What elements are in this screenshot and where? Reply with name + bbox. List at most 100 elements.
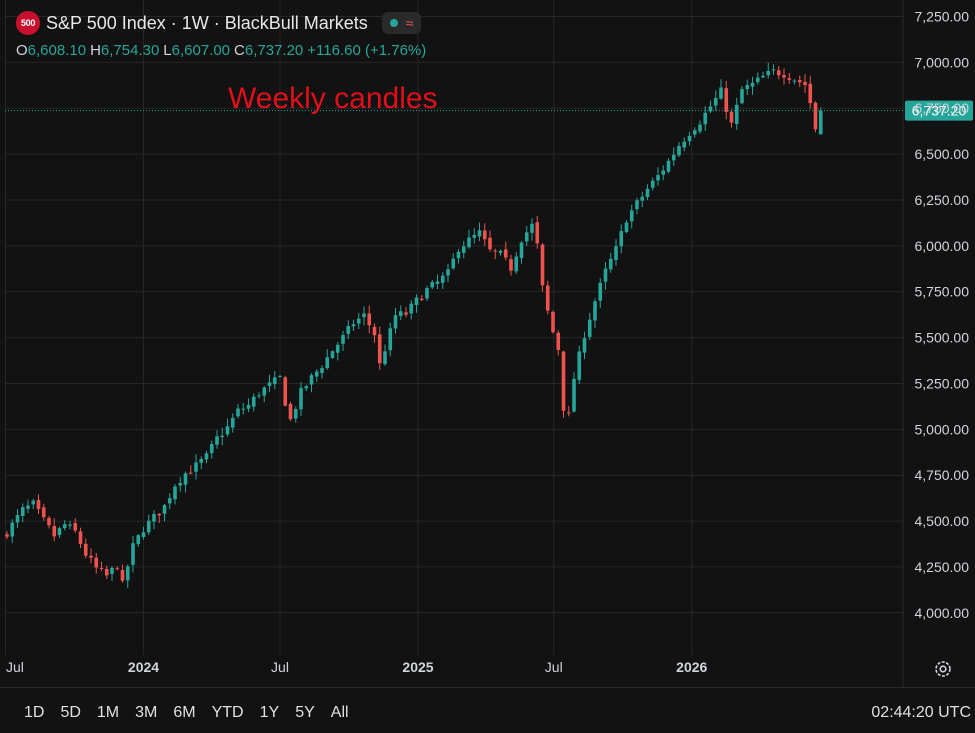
candle-body bbox=[435, 281, 440, 284]
close-label: C bbox=[234, 42, 245, 59]
candle-body bbox=[110, 567, 114, 574]
range-button-3m[interactable]: 3M bbox=[135, 704, 158, 721]
y-tick-label: 6,000.00 bbox=[915, 238, 970, 254]
candle-body bbox=[325, 357, 330, 369]
candle-body bbox=[89, 555, 93, 558]
candle-body bbox=[419, 298, 424, 300]
candle-body bbox=[650, 180, 655, 188]
range-button-1y[interactable]: 1Y bbox=[259, 704, 280, 721]
candle-body bbox=[687, 135, 692, 142]
range-button-ytd[interactable]: YTD bbox=[211, 704, 244, 721]
range-button-6m[interactable]: 6M bbox=[173, 704, 196, 721]
candle-body bbox=[162, 505, 167, 514]
candle-body bbox=[57, 528, 62, 536]
candle-body bbox=[656, 175, 660, 181]
candle-body bbox=[409, 303, 414, 314]
candle-body bbox=[204, 453, 209, 460]
candle-body bbox=[215, 436, 219, 445]
candle-body bbox=[503, 249, 508, 258]
y-tick-label: 5,250.00 bbox=[915, 375, 970, 391]
candle-body bbox=[320, 368, 324, 374]
candle-body bbox=[530, 223, 534, 233]
candle-body bbox=[36, 499, 41, 509]
candle-body bbox=[545, 285, 550, 311]
candle-body bbox=[99, 567, 104, 569]
bottom-toolbar: 1D 5D 1M 3M 6M YTD 1Y 5Y All 02:44:20 UTC bbox=[0, 687, 975, 733]
time-axis[interactable]: Jul 2024 Jul 2025 Jul 2026 bbox=[6, 659, 708, 675]
range-button-5d[interactable]: 5D bbox=[60, 704, 81, 721]
candle-body bbox=[572, 378, 576, 412]
candle-body bbox=[755, 77, 760, 83]
chart-legend[interactable]: 500 S&P 500 Index · 1W · BlackBull Marke… bbox=[16, 11, 422, 35]
high-value: 6,754.30 bbox=[100, 42, 160, 59]
candle-body bbox=[141, 532, 146, 538]
candle-body bbox=[41, 507, 46, 518]
candle-body bbox=[556, 332, 561, 350]
candle-body bbox=[414, 297, 419, 306]
candle-body bbox=[724, 88, 729, 112]
utc-clock[interactable]: 02:44:20 UTC bbox=[871, 704, 971, 721]
candle-body bbox=[729, 111, 734, 123]
candle-body bbox=[367, 313, 372, 326]
symbol-title[interactable]: S&P 500 Index · 1W · BlackBull Markets bbox=[46, 12, 368, 33]
candle-body bbox=[26, 505, 30, 509]
candle-body bbox=[792, 80, 797, 82]
candle-body bbox=[299, 388, 303, 410]
x-tick-label: Jul bbox=[6, 659, 24, 675]
candle-body bbox=[519, 242, 524, 259]
low-value: 6,607.00 bbox=[171, 42, 231, 59]
candle-body bbox=[577, 351, 582, 380]
candle-body bbox=[288, 404, 293, 420]
candle-body bbox=[404, 312, 408, 315]
candle-body bbox=[383, 351, 387, 365]
candle-body bbox=[5, 534, 9, 537]
candle-body bbox=[787, 78, 792, 80]
high-label: H bbox=[90, 42, 101, 59]
candle-body bbox=[335, 344, 340, 353]
candle-body bbox=[776, 70, 781, 76]
candle-body bbox=[661, 170, 666, 175]
candle-body bbox=[703, 112, 708, 125]
candle-body bbox=[304, 386, 309, 389]
candlestick-series bbox=[5, 62, 823, 589]
range-button-1m[interactable]: 1M bbox=[96, 704, 120, 721]
candle-body bbox=[225, 426, 230, 435]
candle-body bbox=[493, 250, 498, 252]
gear-icon[interactable] bbox=[932, 658, 954, 680]
candle-body bbox=[524, 232, 529, 242]
candle-body bbox=[734, 104, 739, 124]
candle-body bbox=[73, 523, 78, 531]
price-chart[interactable]: 6,737.20 7,250.00 7,000.00 6,750.00 6,500.0… bbox=[0, 0, 975, 687]
candle-body bbox=[561, 351, 566, 411]
candle-body bbox=[446, 269, 450, 276]
candle-body bbox=[152, 513, 156, 522]
candle-body bbox=[47, 517, 51, 526]
range-button-1d[interactable]: 1D bbox=[24, 704, 45, 721]
candle-body bbox=[115, 568, 120, 570]
last-price-label: 6,737.20 bbox=[912, 103, 967, 119]
candle-body bbox=[440, 275, 445, 283]
range-button-5y[interactable]: 5Y bbox=[295, 704, 315, 721]
last-price-line: 6,737.20 bbox=[5, 100, 973, 121]
y-tick-label: 6,250.00 bbox=[915, 192, 970, 208]
low-label: L bbox=[163, 42, 172, 59]
candle-body bbox=[83, 543, 88, 556]
candle-body bbox=[535, 222, 540, 244]
candle-body bbox=[146, 520, 151, 533]
candle-body bbox=[372, 326, 377, 336]
x-tick-label: Jul bbox=[271, 659, 289, 675]
candle-body bbox=[425, 288, 429, 299]
candle-body bbox=[692, 130, 697, 135]
y-tick-label: 6,750.00 bbox=[915, 100, 970, 116]
candle-body bbox=[20, 507, 25, 517]
candle-body bbox=[251, 396, 256, 407]
candle-body bbox=[740, 89, 744, 104]
candle-body bbox=[461, 246, 466, 253]
price-axis[interactable]: 7,250.00 7,000.00 6,750.00 6,500.00 6,250.00… bbox=[915, 9, 970, 621]
market-status-icon[interactable]: ≈ bbox=[381, 12, 422, 34]
change-value: +116.60 (+1.76%) bbox=[307, 42, 427, 59]
y-tick-label: 5,000.00 bbox=[915, 421, 970, 437]
candle-body bbox=[52, 526, 57, 537]
candle-body bbox=[246, 404, 251, 409]
range-button-all[interactable]: All bbox=[330, 704, 349, 721]
